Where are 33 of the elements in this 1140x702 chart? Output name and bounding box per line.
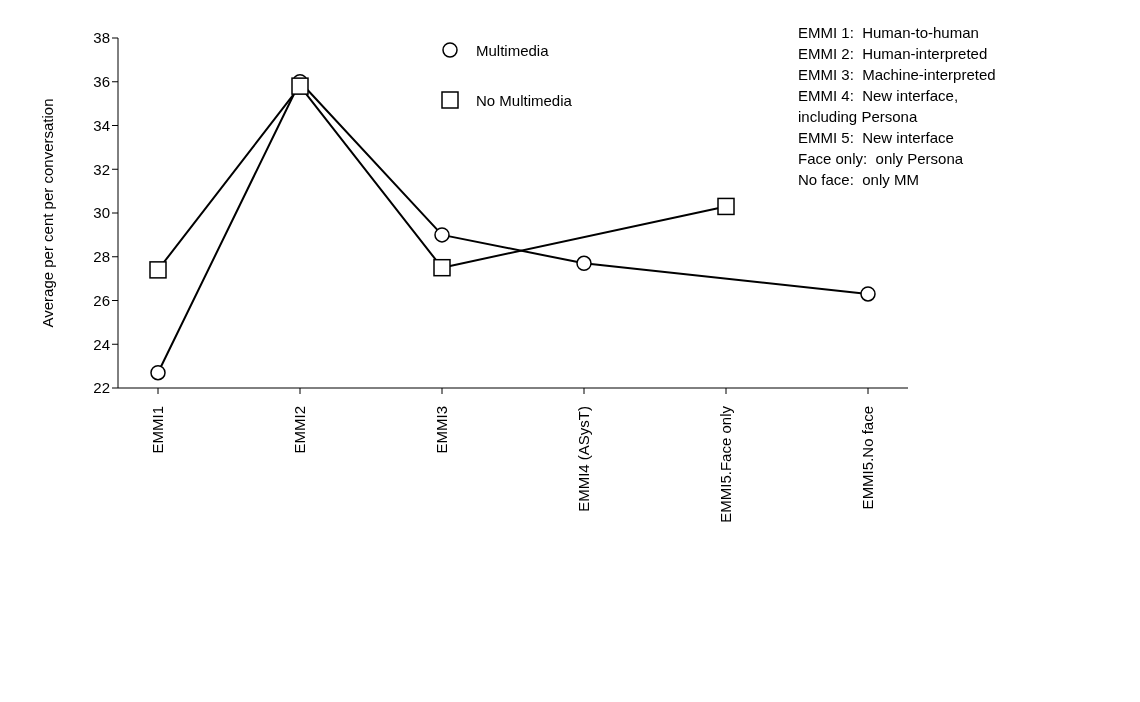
annotation: EMMI 2: Human-interpreted [798, 44, 989, 64]
x-tick-label: EMMI2 [291, 406, 308, 454]
x-tick-label: EMMI3 [433, 406, 450, 454]
x-tick-label: EMMI5.Face only [717, 405, 734, 523]
point [149, 261, 167, 279]
point [150, 364, 166, 381]
legend-label: No Multimedia [476, 91, 572, 109]
y-axis-title: Average per cent per conversation [39, 98, 57, 328]
y-tick-label: 24 [93, 335, 110, 353]
annotation: EMMI 5: New interface [798, 128, 955, 148]
annotation: Face only: only Persona [798, 149, 965, 169]
annotation: No face: only MM [798, 170, 920, 190]
annotation: EMMI 3: Machine-interpreted [798, 65, 996, 85]
point [576, 255, 592, 272]
y-tick-label: 34 [93, 116, 110, 134]
point [434, 227, 450, 243]
y-tick-label: 28 [93, 248, 110, 266]
y-tick-label: 36 [93, 73, 110, 91]
x-tick-label: EMMI5.No face [859, 406, 876, 510]
point [433, 258, 451, 277]
x-tick-label: EMMI4 (ASysT) [575, 406, 592, 512]
y-tick-label: 22 [93, 379, 110, 397]
point [860, 286, 876, 302]
point [717, 197, 735, 216]
y-tick-label: 26 [93, 291, 110, 309]
annotation: EMMI 4: New interface, including Persona [798, 86, 960, 127]
y-tick-label: 30 [93, 204, 110, 222]
annotation: EMMI 1: Human-to-human [798, 23, 980, 43]
x-tick-label: EMMI1 [149, 406, 166, 454]
legend-label: Multimedia [476, 41, 549, 59]
point [291, 77, 309, 95]
y-tick-label: 32 [93, 160, 110, 178]
y-tick-label: 38 [93, 29, 110, 47]
